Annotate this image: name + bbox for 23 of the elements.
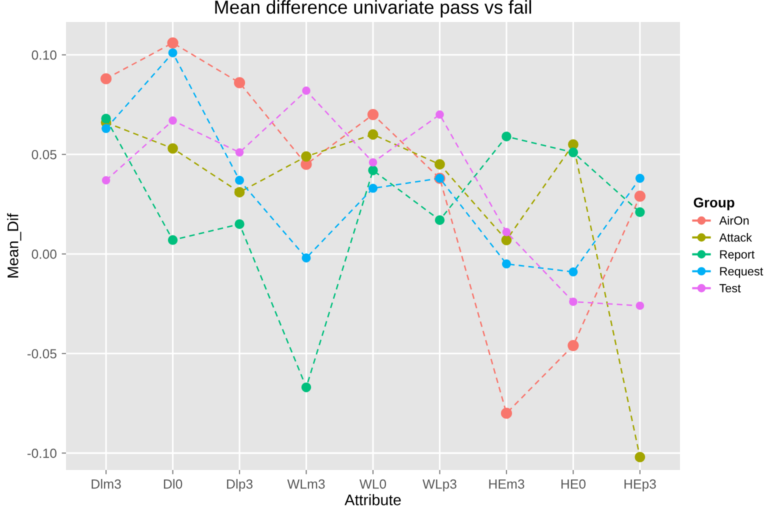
x-tick-label: Dlm3 — [92, 479, 121, 489]
y-tick-label: 0.05 — [32, 150, 56, 160]
legend-label: Test — [719, 284, 741, 292]
x-tick-label: Dlp3 — [227, 479, 253, 492]
y-axis-title: Mean_Dif — [7, 213, 22, 278]
legend-label: Request — [720, 267, 764, 278]
x-tick-label: WL0 — [359, 479, 386, 489]
legend-label: Report — [720, 250, 755, 261]
y-tick-label: -0.05 — [27, 349, 56, 358]
chart-title: Mean difference univariate pass vs fail — [215, 0, 532, 18]
x-axis-title: Attribute — [344, 494, 401, 506]
x-tick-label: Dl0 — [164, 479, 182, 489]
x-tick-label: HEm3 — [489, 479, 524, 489]
legend-label: Attack — [719, 233, 752, 242]
x-tick-label: HEp3 — [624, 479, 656, 492]
x-tick-label: WLm3 — [287, 479, 325, 489]
y-tick-label: -0.10 — [27, 448, 56, 458]
x-tick-label: WLp3 — [422, 479, 456, 492]
legend-title: Group — [694, 198, 734, 210]
x-tick-label: HE0 — [561, 479, 586, 489]
y-tick-label: 0.10 — [32, 50, 56, 60]
y-tick-label: 0.00 — [32, 250, 56, 259]
legend-label: AirOn — [719, 216, 749, 225]
